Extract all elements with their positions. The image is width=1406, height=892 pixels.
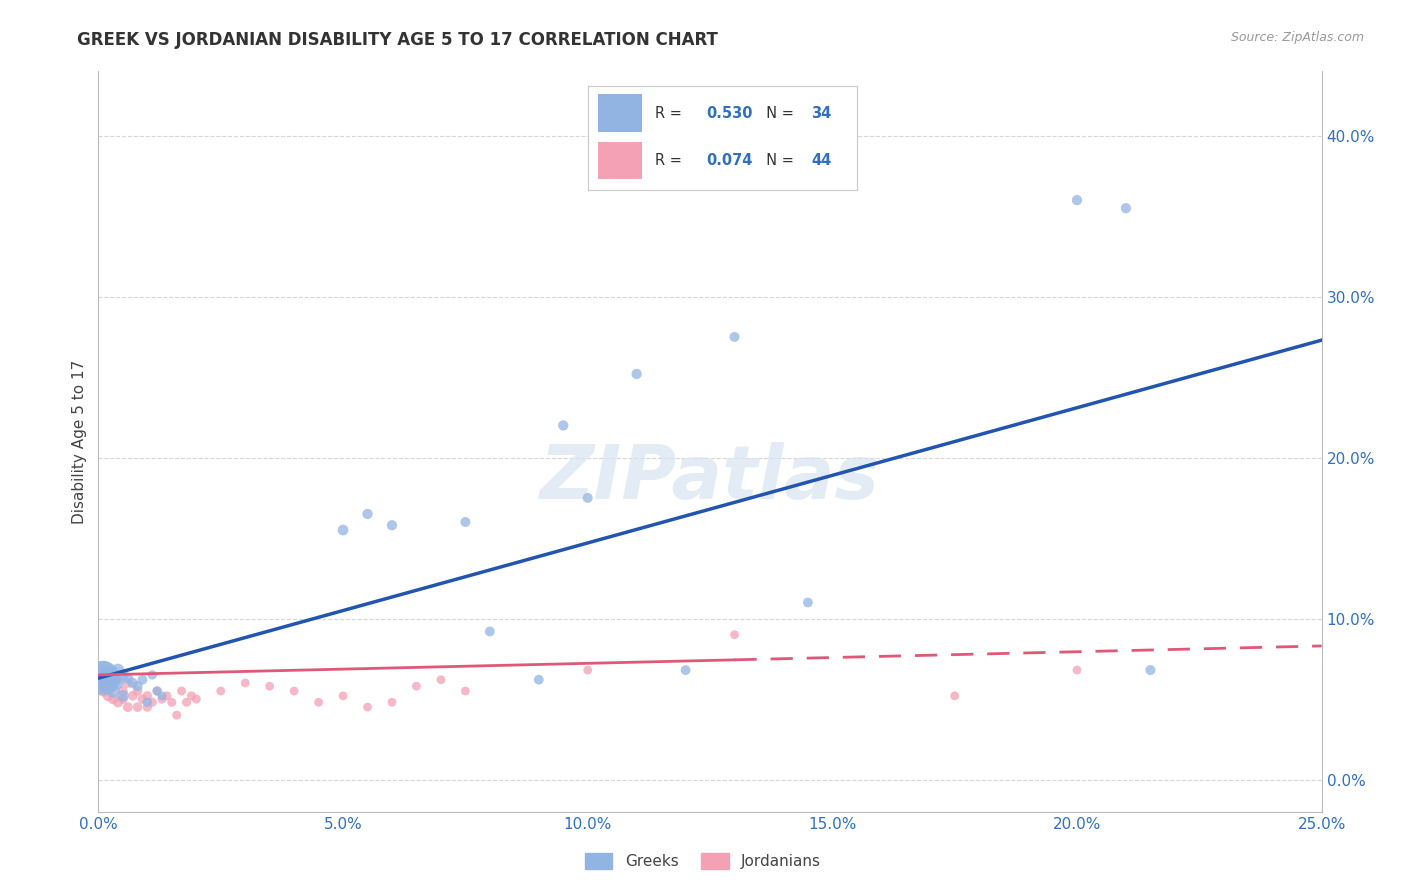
Point: [576, 663, 599, 677]
Point: [356, 700, 378, 714]
Point: [332, 523, 354, 537]
Point: [111, 692, 134, 706]
Point: [156, 689, 179, 703]
Point: [136, 700, 159, 714]
Point: [117, 671, 139, 685]
Point: [91, 671, 114, 685]
Point: [176, 695, 198, 709]
Point: [233, 676, 256, 690]
Point: [381, 518, 404, 533]
Point: [101, 679, 124, 693]
Point: [723, 628, 745, 642]
Point: [131, 673, 153, 687]
Point: [117, 700, 139, 714]
Point: [107, 695, 129, 709]
Point: [723, 330, 745, 344]
Point: [101, 673, 124, 687]
Point: [943, 689, 966, 703]
Point: [121, 689, 143, 703]
Point: [283, 684, 305, 698]
Point: [1115, 201, 1137, 215]
Point: [91, 665, 114, 679]
Point: [146, 684, 169, 698]
Point: [97, 689, 120, 703]
Point: [97, 668, 120, 682]
Point: [1139, 663, 1161, 677]
Point: [136, 695, 159, 709]
Point: [381, 695, 404, 709]
Point: [131, 692, 153, 706]
Point: [121, 676, 143, 690]
Point: [97, 679, 120, 693]
Point: [180, 689, 202, 703]
Y-axis label: Disability Age 5 to 17: Disability Age 5 to 17: [72, 359, 87, 524]
Point: [259, 679, 281, 693]
Point: [356, 507, 378, 521]
Point: [405, 679, 427, 693]
Point: [166, 708, 188, 723]
Point: [107, 663, 129, 677]
Point: [1066, 193, 1088, 207]
Point: [308, 695, 330, 709]
Point: [186, 692, 208, 706]
Point: [91, 668, 114, 682]
Text: ZIPatlas: ZIPatlas: [540, 442, 880, 515]
Point: [107, 676, 129, 690]
Point: [141, 668, 163, 682]
Point: [576, 491, 599, 505]
Text: Source: ZipAtlas.com: Source: ZipAtlas.com: [1230, 31, 1364, 45]
Point: [150, 692, 173, 706]
Point: [209, 684, 232, 698]
Point: [170, 684, 193, 698]
Point: [150, 689, 173, 703]
Point: [797, 595, 820, 609]
Point: [91, 676, 114, 690]
Point: [527, 673, 550, 687]
Point: [111, 668, 134, 682]
Point: [675, 663, 697, 677]
Point: [454, 684, 477, 698]
Point: [626, 367, 648, 381]
Point: [111, 684, 134, 698]
Point: [553, 418, 575, 433]
Point: [91, 684, 114, 698]
Point: [127, 684, 149, 698]
Legend: Greeks, Jordanians: Greeks, Jordanians: [579, 847, 827, 875]
Point: [141, 695, 163, 709]
Point: [146, 684, 169, 698]
Text: GREEK VS JORDANIAN DISABILITY AGE 5 TO 17 CORRELATION CHART: GREEK VS JORDANIAN DISABILITY AGE 5 TO 1…: [77, 31, 718, 49]
Point: [127, 700, 149, 714]
Point: [1066, 663, 1088, 677]
Point: [101, 684, 124, 698]
Point: [97, 673, 120, 687]
Point: [117, 676, 139, 690]
Point: [478, 624, 501, 639]
Point: [101, 692, 124, 706]
Point: [127, 679, 149, 693]
Point: [430, 673, 453, 687]
Point: [107, 673, 129, 687]
Point: [91, 676, 114, 690]
Point: [332, 689, 354, 703]
Point: [160, 695, 183, 709]
Point: [454, 515, 477, 529]
Point: [111, 689, 134, 703]
Point: [136, 689, 159, 703]
